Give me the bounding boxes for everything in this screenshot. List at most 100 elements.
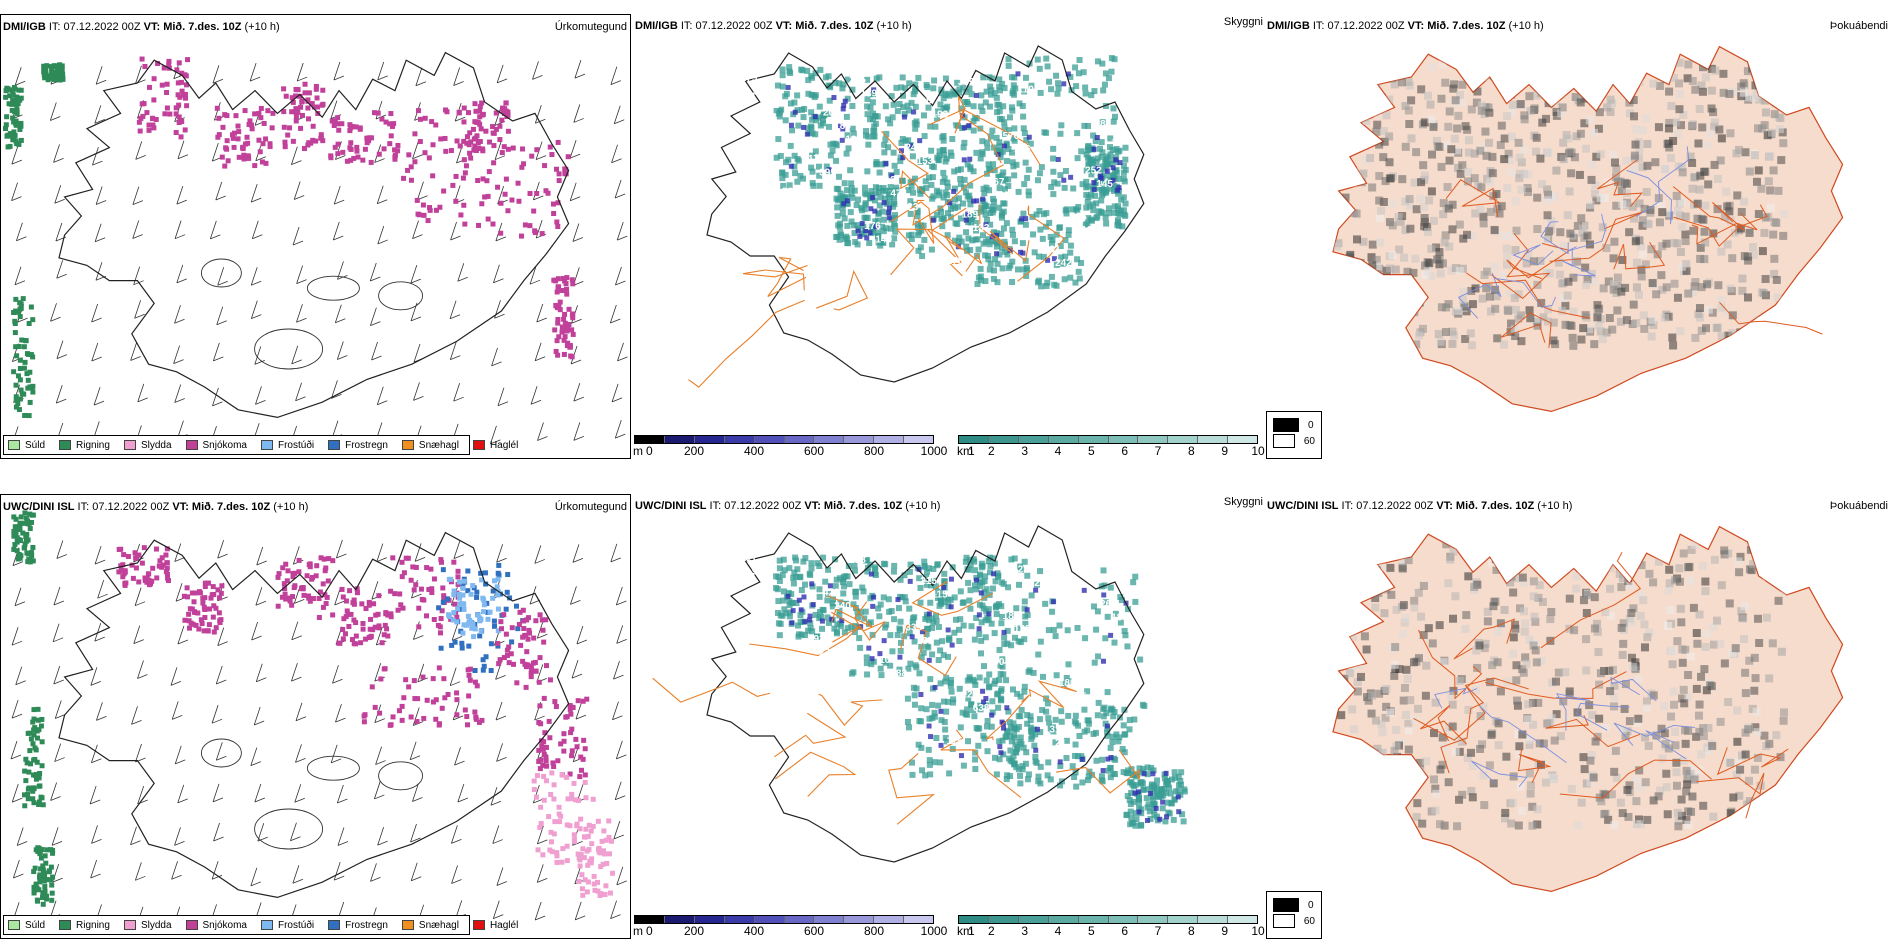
- visibility-value: 893: [808, 634, 825, 645]
- fog-tick: 0: [1308, 899, 1314, 911]
- visibility-value: 115: [947, 736, 964, 747]
- legend-item: Snjókoma: [185, 440, 247, 451]
- legend-label: Frostregn: [345, 439, 388, 451]
- visibility-value: 560: [875, 715, 892, 726]
- legend-item: Slydda: [123, 919, 172, 931]
- fog-panel-bottom: UWC/DINI ISL IT: 07.12.2022 00Z VT: Mið.…: [1265, 494, 1900, 939]
- visibility-value: 104: [1111, 133, 1128, 144]
- legend-swatch: [328, 440, 341, 450]
- param-label: Þokuábendi: [1829, 500, 1888, 512]
- panel-title: DMI/IGB IT: 07.12.2022 00Z VT: Mið. 7.de…: [3, 21, 280, 33]
- visibility-value: 100: [1081, 225, 1098, 236]
- fog-map: [1332, 525, 1844, 893]
- visibility-value: 215: [849, 75, 866, 86]
- fog-swatch: [1273, 418, 1299, 432]
- colorbar-tick: 3: [1021, 444, 1028, 458]
- legend-swatch: [185, 920, 198, 930]
- visibility-value: 223: [902, 202, 919, 213]
- visibility-value: 188: [1003, 611, 1020, 622]
- visibility-value: 21: [1055, 738, 1067, 749]
- visibility-value: 236: [819, 647, 836, 658]
- visibility-colorbar: km 1 2 3 4 5 6 7 8 9 10: [957, 915, 1265, 938]
- visibility-value: 335: [1070, 692, 1087, 703]
- legend-label: Slydda: [140, 439, 172, 451]
- visibility-value: 238: [849, 555, 866, 566]
- colorbar-tick: 0: [646, 444, 653, 458]
- panel-title: UWC/DINI ISL IT: 07.12.2022 00Z VT: Mið.…: [1267, 500, 1573, 512]
- visibility-value: 249: [905, 142, 922, 153]
- fog-colorbar: 0 60: [1266, 411, 1322, 459]
- panel-title: UWC/DINI ISL IT: 07.12.2022 00Z VT: Mið.…: [3, 501, 309, 513]
- precip-map: [10, 510, 627, 925]
- colorbar-tick: 8: [1187, 444, 1195, 458]
- visibility-value: 87: [1100, 119, 1112, 130]
- panel-title: DMI/IGB IT: 07.12.2022 00Z VT: Mið. 7.de…: [1267, 20, 1544, 32]
- legend-label: Rigning: [76, 439, 110, 451]
- colorbar-tick: 3: [1021, 924, 1028, 938]
- colorbar-tick: 4: [1054, 444, 1062, 458]
- visibility-value: 215: [920, 576, 937, 587]
- legend-swatch: [8, 440, 20, 450]
- param-label: Þokuábendi: [1829, 20, 1888, 32]
- visibility-value: 429: [1029, 578, 1046, 589]
- fog-tick: 0: [1308, 419, 1314, 431]
- visibility-value: 88: [920, 96, 932, 107]
- colorbar-tick: 5: [1087, 444, 1095, 458]
- elevation-colorbar: m 0 200 400 600 800 1000: [633, 435, 947, 458]
- visibility-value: 92: [1059, 198, 1071, 209]
- colorbar-unit: km: [957, 924, 973, 938]
- visibility-value: 389: [958, 77, 975, 88]
- visibility-value: 195: [864, 701, 881, 712]
- colorbar-tick: 1: [968, 924, 975, 938]
- legend-swatch: [59, 440, 72, 450]
- legend-item: Rigning: [59, 440, 110, 451]
- legend-item: Snæhagl: [401, 920, 459, 931]
- fog-map: [1332, 45, 1844, 413]
- visibility-value: 20: [1040, 112, 1052, 123]
- visibility-value: 242: [1055, 258, 1072, 269]
- visibility-value: 211: [741, 553, 758, 564]
- visibility-value: 153: [917, 156, 934, 167]
- wind-barbs: [11, 60, 628, 445]
- visibility-labels: 211 108 230 183 215 180 429 221 267 195 188 177 335 1…: [741, 553, 1129, 749]
- vis-panel-bottom: UWC/DINI ISL IT: 07.12.2022 00Z VT: Mið.…: [633, 494, 1263, 939]
- legend-item: Haglél: [472, 920, 518, 931]
- legend-item: Snjókoma: [185, 920, 247, 931]
- colorbar-tick: 1000: [920, 924, 948, 938]
- colorbar-tick: 6: [1121, 924, 1128, 938]
- visibility-value: 130: [845, 135, 862, 146]
- visibility-value: 388: [890, 669, 907, 680]
- colorbar-tick: 9: [1221, 924, 1228, 938]
- precip-map: [3, 51, 628, 445]
- visibility-value: 177: [767, 713, 784, 724]
- colorbar-tick: 2: [987, 924, 995, 938]
- visibility-value: 323: [1070, 212, 1087, 223]
- visibility-value: 474: [890, 189, 907, 200]
- visibility-value: 149: [875, 235, 892, 246]
- visibility-value: 399: [819, 167, 836, 178]
- visibility-value: 133: [973, 223, 990, 234]
- legend-label: Rigning: [76, 919, 110, 931]
- legend-label: Slydda: [140, 919, 172, 931]
- colorbar-tick: 0: [646, 924, 653, 938]
- colorbar-tick: 4: [1054, 924, 1062, 938]
- colorbar-tick: 8: [1187, 924, 1195, 938]
- visibility-value: 638: [973, 703, 990, 714]
- visibility-value: 240: [834, 601, 851, 612]
- wind-barbs: [10, 539, 627, 925]
- visibility-value: 139: [860, 88, 877, 99]
- visibility-value: 252: [1085, 165, 1102, 176]
- visibility-map: 179 212 110 96 88 92 263 189 87 176 576 433 249 291 17…: [688, 45, 1145, 388]
- param-label: Skyggni: [1223, 16, 1263, 28]
- visibility-value: 267: [1100, 599, 1117, 610]
- visibility-value: 576: [1003, 131, 1020, 142]
- fog-swatch: [1273, 914, 1295, 928]
- legend-item: Slydda: [123, 439, 172, 451]
- precip-panel-bottom: UWC/DINI ISL IT: 07.12.2022 00Z VT: Mið.…: [0, 494, 631, 939]
- legend-item: Rigning: [59, 920, 110, 931]
- legend-item: Frostúði: [260, 440, 314, 451]
- elevation-colorbar: m 0 200 400 600 800 1000: [633, 915, 947, 938]
- legend-swatch: [401, 920, 414, 930]
- param-label: Úrkomutegund: [554, 21, 627, 33]
- colorbar-tick: 600: [803, 444, 825, 458]
